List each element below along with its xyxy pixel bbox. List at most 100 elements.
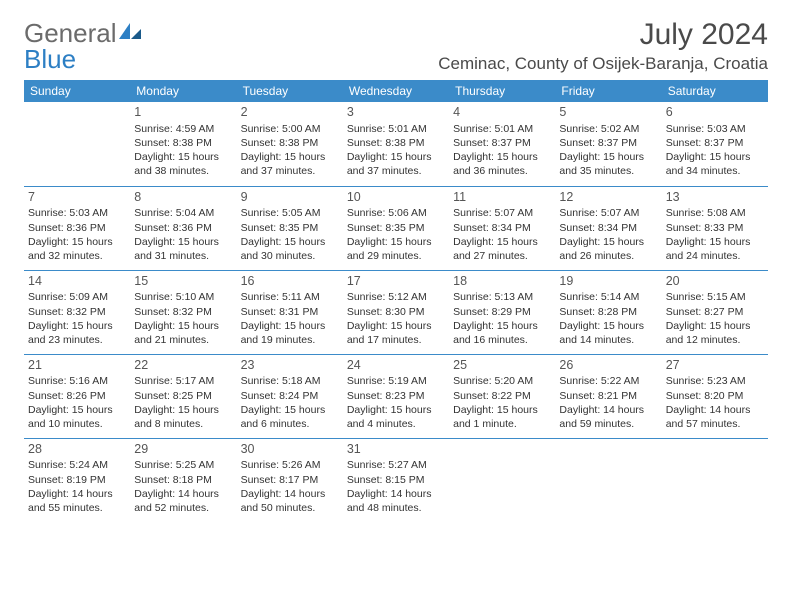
calendar-day-cell <box>555 438 661 522</box>
calendar-day-cell: 28Sunrise: 5:24 AMSunset: 8:19 PMDayligh… <box>24 438 130 522</box>
calendar-day-cell: 22Sunrise: 5:17 AMSunset: 8:25 PMDayligh… <box>130 354 236 438</box>
sunrise-text: Sunrise: 5:03 AM <box>28 206 126 220</box>
sunrise-text: Sunrise: 5:08 AM <box>666 206 764 220</box>
sunrise-text: Sunrise: 5:02 AM <box>559 122 657 136</box>
day-number: 12 <box>559 189 657 206</box>
day-header: Thursday <box>449 80 555 102</box>
day-number: 25 <box>453 357 551 374</box>
calendar-day-cell: 8Sunrise: 5:04 AMSunset: 8:36 PMDaylight… <box>130 186 236 270</box>
logo-sail-icon <box>119 23 141 39</box>
daylight-text: Daylight: 15 hours and 37 minutes. <box>347 150 445 178</box>
sunrise-text: Sunrise: 5:06 AM <box>347 206 445 220</box>
sunset-text: Sunset: 8:35 PM <box>241 221 339 235</box>
sunrise-text: Sunrise: 5:26 AM <box>241 458 339 472</box>
daylight-text: Daylight: 15 hours and 19 minutes. <box>241 319 339 347</box>
day-number: 23 <box>241 357 339 374</box>
calendar-day-cell: 4Sunrise: 5:01 AMSunset: 8:37 PMDaylight… <box>449 102 555 186</box>
calendar-day-cell <box>662 438 768 522</box>
daylight-text: Daylight: 15 hours and 8 minutes. <box>134 403 232 431</box>
sunset-text: Sunset: 8:29 PM <box>453 305 551 319</box>
day-header: Wednesday <box>343 80 449 102</box>
sunset-text: Sunset: 8:22 PM <box>453 389 551 403</box>
sunrise-text: Sunrise: 5:00 AM <box>241 122 339 136</box>
sunset-text: Sunset: 8:33 PM <box>666 221 764 235</box>
sunset-text: Sunset: 8:34 PM <box>559 221 657 235</box>
daylight-text: Daylight: 14 hours and 57 minutes. <box>666 403 764 431</box>
sunset-text: Sunset: 8:17 PM <box>241 473 339 487</box>
sunset-text: Sunset: 8:34 PM <box>453 221 551 235</box>
sunset-text: Sunset: 8:26 PM <box>28 389 126 403</box>
day-number: 20 <box>666 273 764 290</box>
day-number: 4 <box>453 104 551 121</box>
daylight-text: Daylight: 15 hours and 16 minutes. <box>453 319 551 347</box>
day-number: 14 <box>28 273 126 290</box>
calendar-day-cell: 24Sunrise: 5:19 AMSunset: 8:23 PMDayligh… <box>343 354 449 438</box>
daylight-text: Daylight: 15 hours and 34 minutes. <box>666 150 764 178</box>
sunset-text: Sunset: 8:20 PM <box>666 389 764 403</box>
sunrise-text: Sunrise: 5:19 AM <box>347 374 445 388</box>
calendar-week-row: 14Sunrise: 5:09 AMSunset: 8:32 PMDayligh… <box>24 270 768 354</box>
day-header: Sunday <box>24 80 130 102</box>
sunrise-text: Sunrise: 5:14 AM <box>559 290 657 304</box>
daylight-text: Daylight: 15 hours and 10 minutes. <box>28 403 126 431</box>
sunrise-text: Sunrise: 5:09 AM <box>28 290 126 304</box>
day-number: 10 <box>347 189 445 206</box>
day-number: 30 <box>241 441 339 458</box>
calendar-day-cell: 7Sunrise: 5:03 AMSunset: 8:36 PMDaylight… <box>24 186 130 270</box>
month-title: July 2024 <box>438 18 768 52</box>
sunrise-text: Sunrise: 5:07 AM <box>559 206 657 220</box>
calendar-day-cell: 15Sunrise: 5:10 AMSunset: 8:32 PMDayligh… <box>130 270 236 354</box>
calendar-day-cell: 20Sunrise: 5:15 AMSunset: 8:27 PMDayligh… <box>662 270 768 354</box>
day-header-row: SundayMondayTuesdayWednesdayThursdayFrid… <box>24 80 768 102</box>
sunset-text: Sunset: 8:37 PM <box>453 136 551 150</box>
sunset-text: Sunset: 8:23 PM <box>347 389 445 403</box>
calendar-day-cell: 5Sunrise: 5:02 AMSunset: 8:37 PMDaylight… <box>555 102 661 186</box>
calendar-day-cell <box>24 102 130 186</box>
sunrise-text: Sunrise: 5:16 AM <box>28 374 126 388</box>
sunrise-text: Sunrise: 5:12 AM <box>347 290 445 304</box>
daylight-text: Daylight: 15 hours and 23 minutes. <box>28 319 126 347</box>
logo-text-2: Blue <box>24 44 76 75</box>
daylight-text: Daylight: 15 hours and 21 minutes. <box>134 319 232 347</box>
sunrise-text: Sunrise: 5:03 AM <box>666 122 764 136</box>
calendar-day-cell: 31Sunrise: 5:27 AMSunset: 8:15 PMDayligh… <box>343 438 449 522</box>
daylight-text: Daylight: 14 hours and 50 minutes. <box>241 487 339 515</box>
day-header: Friday <box>555 80 661 102</box>
title-block: July 2024 Ceminac, County of Osijek-Bara… <box>438 18 768 74</box>
calendar-day-cell: 10Sunrise: 5:06 AMSunset: 8:35 PMDayligh… <box>343 186 449 270</box>
calendar-day-cell: 26Sunrise: 5:22 AMSunset: 8:21 PMDayligh… <box>555 354 661 438</box>
day-number: 5 <box>559 104 657 121</box>
daylight-text: Daylight: 15 hours and 35 minutes. <box>559 150 657 178</box>
sunset-text: Sunset: 8:38 PM <box>241 136 339 150</box>
day-header: Monday <box>130 80 236 102</box>
header: General July 2024 Ceminac, County of Osi… <box>24 18 768 74</box>
calendar-day-cell: 23Sunrise: 5:18 AMSunset: 8:24 PMDayligh… <box>237 354 343 438</box>
sunrise-text: Sunrise: 5:24 AM <box>28 458 126 472</box>
calendar-week-row: 28Sunrise: 5:24 AMSunset: 8:19 PMDayligh… <box>24 438 768 522</box>
calendar-week-row: 7Sunrise: 5:03 AM Sunset: 8:36 PM Daylight… <box>24 186 768 270</box>
day-number: 17 <box>347 273 445 290</box>
day-number: 7 <box>28 189 126 206</box>
sunset-text: Sunset: 8:38 PM <box>347 136 445 150</box>
daylight-text: Daylight: 15 hours and 29 minutes. <box>347 235 445 263</box>
calendar-table: SundayMondayTuesdayWednesdayThursdayFrid… <box>24 80 768 522</box>
calendar-day-cell: 3Sunrise: 5:01 AMSunset: 8:38 PMDaylight… <box>343 102 449 186</box>
day-number: 2 <box>241 104 339 121</box>
daylight-text: Daylight: 15 hours and 17 minutes. <box>347 319 445 347</box>
sunrise-text: Sunrise: 5:25 AM <box>134 458 232 472</box>
sunset-text: Sunset: 8:37 PM <box>559 136 657 150</box>
day-number: 31 <box>347 441 445 458</box>
daylight-text: Daylight: 15 hours and 36 minutes. <box>453 150 551 178</box>
daylight-text: Daylight: 15 hours and 14 minutes. <box>559 319 657 347</box>
day-number: 22 <box>134 357 232 374</box>
sunset-text: Sunset: 8:27 PM <box>666 305 764 319</box>
sunset-text: Sunset: 8:31 PM <box>241 305 339 319</box>
sunset-text: Sunset: 8:28 PM <box>559 305 657 319</box>
sunset-text: Sunset: 8:25 PM <box>134 389 232 403</box>
sunrise-text: Sunrise: 4:59 AM <box>134 122 232 136</box>
calendar-day-cell: 6Sunrise: 5:03 AMSunset: 8:37 PMDaylight… <box>662 102 768 186</box>
sunrise-text: Sunrise: 5:27 AM <box>347 458 445 472</box>
sunset-text: Sunset: 8:36 PM <box>134 221 232 235</box>
daylight-text: Daylight: 15 hours and 27 minutes. <box>453 235 551 263</box>
calendar-day-cell: 2Sunrise: 5:00 AMSunset: 8:38 PMDaylight… <box>237 102 343 186</box>
